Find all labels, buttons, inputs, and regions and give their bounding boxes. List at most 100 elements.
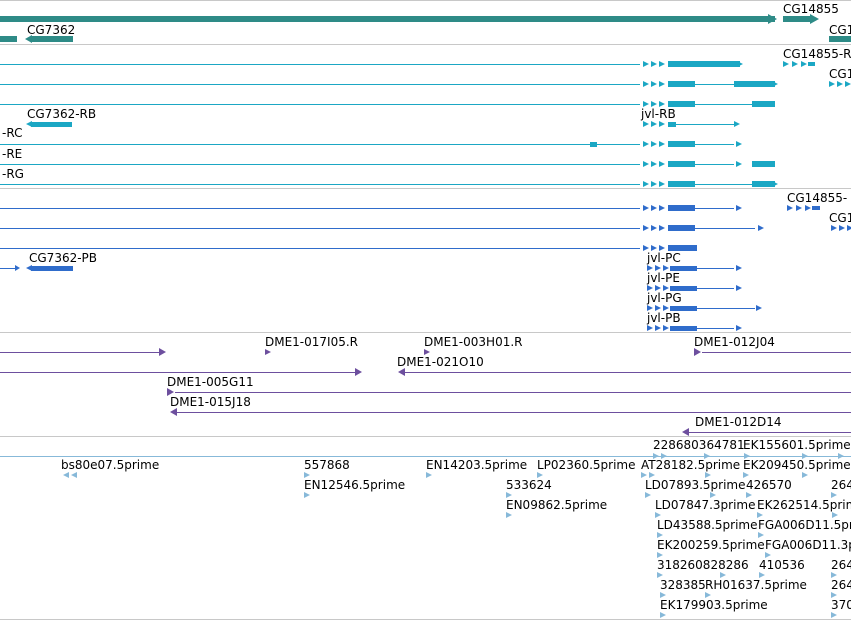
feature-label[interactable]: LD07847.3prime xyxy=(655,498,756,512)
feature-label[interactable]: 328385 xyxy=(660,578,706,592)
arrow-right-icon xyxy=(304,471,310,478)
feature-label[interactable]: DME1-012D14 xyxy=(695,415,782,429)
feature-label[interactable]: 410536 xyxy=(759,558,805,572)
arrow-right-icon xyxy=(736,140,742,147)
feature-label[interactable]: EK209450.5prime xyxy=(743,458,851,472)
feature-block[interactable] xyxy=(668,181,695,187)
feature-label[interactable]: 426570 xyxy=(746,478,792,492)
feature-block[interactable] xyxy=(31,121,72,127)
feature-label[interactable]: CG7362-RB xyxy=(27,107,97,121)
gene-block[interactable] xyxy=(783,16,812,22)
feature-label[interactable]: 318260828286 xyxy=(657,558,749,572)
feature-label[interactable]: DME1-017I05.R xyxy=(265,335,359,349)
feature-label[interactable]: DME1-021O10 xyxy=(397,355,484,369)
track-line xyxy=(597,144,640,145)
feature-label[interactable]: 370 xyxy=(831,598,851,612)
feature-block[interactable] xyxy=(812,206,820,210)
feature-block[interactable] xyxy=(668,245,697,251)
gene-CG14855-bar[interactable] xyxy=(0,16,775,22)
track-line xyxy=(177,412,851,413)
feature-label[interactable]: EK262514.5prime xyxy=(757,498,851,512)
feature-label[interactable]: -RE xyxy=(2,147,23,161)
feature-label[interactable]: DME1-003H01.R xyxy=(424,335,523,349)
feature-label[interactable]: FGA006D11.5prime xyxy=(758,518,851,532)
feature-block[interactable] xyxy=(668,141,695,147)
feature-label[interactable]: 264 xyxy=(831,478,851,492)
feature-label[interactable]: 264 xyxy=(831,578,851,592)
feature-label[interactable]: 533624 xyxy=(506,478,552,492)
feature-label[interactable]: AT28182.5prime xyxy=(641,458,741,472)
feature-label[interactable]: EK200259.5prime xyxy=(657,538,765,552)
arrow-right-icon xyxy=(660,611,666,618)
feature-block[interactable] xyxy=(670,325,697,331)
feature-block[interactable] xyxy=(670,285,697,291)
arrow-right-icon xyxy=(657,571,663,578)
feature-label[interactable]: EN09862.5prime xyxy=(506,498,608,512)
feature-label[interactable]: 264 xyxy=(831,558,851,572)
feature-label[interactable]: bs80e07.5prime xyxy=(61,458,160,472)
feature-label[interactable]: DME1-005G11 xyxy=(167,375,254,389)
feature-block[interactable] xyxy=(752,181,775,187)
feature-label[interactable]: EK179903.5prime xyxy=(660,598,768,612)
arrow-right-icon xyxy=(845,80,851,87)
feature-label[interactable]: jvl-RB xyxy=(641,107,676,121)
feature-label[interactable]: DME1-012J04 xyxy=(694,335,775,349)
feature-label[interactable]: EK155601.5prime xyxy=(743,438,851,452)
feature-block[interactable] xyxy=(668,205,695,211)
feature-block[interactable] xyxy=(668,81,695,87)
gene-block[interactable] xyxy=(0,36,17,42)
feature-label[interactable]: jvl-PB xyxy=(647,311,681,325)
feature-label[interactable]: RH01637.5prime xyxy=(705,578,807,592)
feature-block[interactable] xyxy=(734,81,775,87)
feature-block[interactable] xyxy=(31,265,73,271)
feature-label[interactable]: CG14855 xyxy=(783,2,839,16)
feature-block[interactable] xyxy=(590,141,597,147)
feature-label[interactable]: CG7362 xyxy=(27,23,76,37)
arrow-left-icon xyxy=(24,35,32,43)
feature-block[interactable] xyxy=(668,101,695,107)
feature-block[interactable] xyxy=(670,305,697,311)
feature-block[interactable] xyxy=(752,101,775,107)
feature-label[interactable]: CG14855- xyxy=(787,191,848,205)
feature-block[interactable] xyxy=(668,121,676,127)
arrow-right-icon xyxy=(801,60,807,67)
arrow-right-icon xyxy=(651,100,657,107)
feature-label[interactable]: 228680364781 xyxy=(653,438,745,452)
feature-label[interactable]: -RC xyxy=(2,126,23,140)
feature-block[interactable] xyxy=(668,161,695,167)
arrow-right-icon xyxy=(15,265,20,271)
feature-label[interactable]: DME1-015J18 xyxy=(170,395,251,409)
track-line xyxy=(695,104,752,105)
feature-block[interactable] xyxy=(808,62,815,66)
arrow-right-icon xyxy=(651,160,657,167)
feature-block[interactable] xyxy=(752,161,775,167)
feature-label[interactable]: EN12546.5prime xyxy=(304,478,406,492)
gene-block[interactable] xyxy=(829,36,851,42)
feature-label[interactable]: LD43588.5prime xyxy=(657,518,758,532)
track-line xyxy=(0,228,640,229)
feature-label[interactable]: jvl-PG xyxy=(647,291,682,305)
track-line xyxy=(695,144,734,145)
arrow-right-icon xyxy=(744,452,750,459)
feature-label[interactable]: jvl-PE xyxy=(647,271,680,285)
feature-label[interactable]: jvl-PC xyxy=(647,251,681,265)
feature-label[interactable]: 557868 xyxy=(304,458,350,472)
feature-label[interactable]: CG1 xyxy=(829,211,851,225)
feature-block[interactable] xyxy=(668,61,740,67)
feature-label[interactable]: CG1 xyxy=(829,67,851,81)
feature-block[interactable] xyxy=(670,265,697,271)
feature-label[interactable]: FGA006D11.3prime xyxy=(765,538,851,552)
track-line xyxy=(676,124,734,125)
arrow-right-icon xyxy=(659,180,665,187)
arrow-right-icon xyxy=(651,204,657,211)
feature-label[interactable]: -RG xyxy=(2,167,24,181)
feature-label[interactable]: LP02360.5prime xyxy=(537,458,636,472)
feature-label[interactable]: CG14855-R xyxy=(783,47,851,61)
gene-CG7362-bar[interactable] xyxy=(31,36,73,42)
feature-label[interactable]: EN14203.5prime xyxy=(426,458,528,472)
feature-label[interactable]: CG7362-PB xyxy=(29,251,98,265)
feature-label[interactable]: LD07893.5prime xyxy=(645,478,746,492)
feature-block[interactable] xyxy=(668,225,695,231)
feature-label[interactable]: CG1 xyxy=(829,23,851,37)
